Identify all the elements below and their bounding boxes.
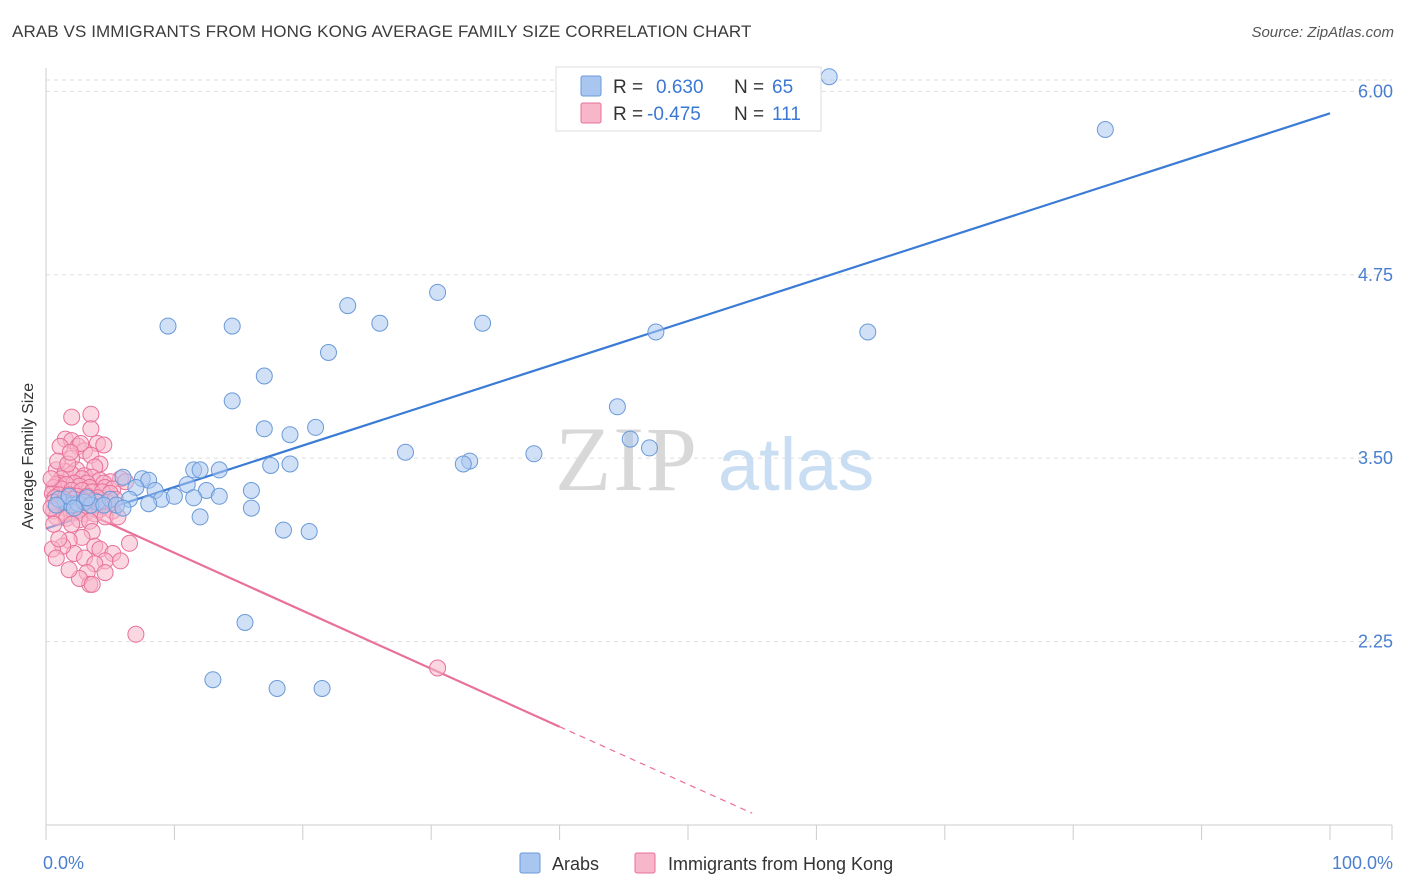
arabs-point (262, 457, 280, 474)
arabs-point (320, 344, 337, 361)
arabs-point (621, 430, 639, 448)
correlation-legend: R = 0.630 N = 65 R = -0.475 N = 111 (555, 66, 822, 132)
hk-point (47, 549, 65, 567)
bottom-legend-label-arabs: Arabs (552, 854, 599, 874)
hk-point (63, 515, 81, 533)
arabs-point (647, 323, 665, 341)
hk-point (60, 561, 78, 579)
arabs-point (525, 445, 543, 463)
legend-n-label-arabs: N = (734, 77, 764, 98)
arabs-point (313, 680, 331, 697)
hk-point (42, 470, 60, 488)
axis-labels: 2.25 3.50 4.75 6.00 0.0% 100.0% Average Family… (20, 81, 1393, 873)
hk-point (83, 575, 101, 593)
legend-n-value-hk: 111 (772, 104, 801, 125)
arabs-point (210, 487, 228, 505)
axes (45, 68, 1393, 840)
legend-swatch-hk (580, 102, 602, 124)
arabs-point (859, 323, 877, 341)
hk-point (96, 564, 114, 582)
arabs-point (185, 489, 203, 507)
arabs-point (114, 468, 132, 486)
hk-point (50, 530, 68, 548)
watermark-atlas: atlas (718, 423, 874, 506)
legend-r-label-hk: R = (613, 104, 643, 125)
arabs-point (159, 317, 177, 335)
legend-r-label-arabs: R = (613, 77, 643, 98)
arabs-point (281, 426, 299, 444)
legend-n-value-arabs: 65 (772, 77, 793, 98)
arabs-point (204, 671, 222, 689)
arabs-point (236, 614, 254, 631)
grid-lines (46, 79, 1392, 643)
arabs-point (1096, 121, 1114, 138)
hk-point (121, 534, 138, 552)
bottom-legend-swatch-arabs (519, 852, 541, 874)
data-points (42, 68, 1114, 697)
arabs-point (371, 314, 389, 332)
legend-n-label-hk: N = (734, 104, 764, 125)
arabs-point (242, 499, 260, 517)
arabs-point (339, 297, 357, 315)
trend-lines (45, 112, 1331, 814)
arabs-point (191, 461, 209, 479)
arabs-point (114, 499, 132, 517)
legend-r-value-hk: -0.475 (647, 104, 701, 125)
hk-trend-line (45, 493, 561, 728)
legend-swatch-arabs (580, 75, 602, 97)
hk-point (63, 408, 81, 426)
hk-point (429, 659, 447, 677)
arabs-point (78, 489, 96, 507)
arabs-point (300, 523, 318, 540)
arabs-point (281, 455, 299, 473)
arabs-point (454, 455, 472, 473)
arabs-point (255, 420, 273, 438)
arabs-point (429, 283, 447, 301)
hk-point (112, 552, 129, 570)
series-legend: Arabs Immigrants from Hong Kong (519, 852, 893, 874)
y-tick-label: 3.50 (1358, 448, 1393, 468)
x-tick-label: 0.0% (43, 853, 84, 873)
arabs-point (47, 496, 65, 514)
arabs-point (307, 418, 325, 436)
hk-point (82, 405, 100, 423)
y-tick-label: 6.00 (1358, 81, 1393, 101)
arabs-point (397, 443, 414, 461)
arabs-point (210, 461, 228, 479)
hk-point (95, 436, 113, 454)
hk-point (127, 625, 145, 643)
bottom-legend-swatch-hk (634, 852, 656, 874)
watermark: ZIP atlas (555, 408, 874, 510)
arabs-point (223, 392, 241, 410)
arabs-point (65, 499, 83, 517)
hk-point (45, 515, 63, 533)
arabs-point (223, 317, 241, 335)
y-axis-title: Average Family Size (20, 383, 37, 530)
arabs-point (255, 367, 273, 385)
y-tick-label: 4.75 (1358, 265, 1393, 285)
arabs-point (242, 482, 260, 499)
source-label: Source: ZipAtlas.com (1251, 24, 1394, 41)
arabs-point (191, 508, 209, 526)
hk-point (82, 420, 100, 438)
y-tick-label: 2.25 (1358, 632, 1393, 652)
watermark-zip: ZIP (555, 408, 699, 510)
hk-point (61, 443, 79, 461)
arabs-point (820, 68, 838, 86)
arabs-point (474, 314, 492, 332)
arabs-trend-line (45, 112, 1331, 530)
x-tick-label: 100.0% (1332, 853, 1393, 873)
arabs-point (275, 521, 292, 539)
bottom-legend-label-hk: Immigrants from Hong Kong (668, 854, 893, 874)
arabs-point (641, 439, 658, 457)
arabs-point (165, 487, 183, 505)
chart-title: ARAB VS IMMIGRANTS FROM HONG KONG AVERAG… (12, 22, 752, 41)
arabs-point (140, 495, 158, 513)
hk-trend-line-extension (559, 726, 753, 814)
legend-r-value-arabs: 0.630 (656, 77, 704, 98)
arabs-point (268, 680, 286, 697)
arabs-point (608, 398, 626, 416)
